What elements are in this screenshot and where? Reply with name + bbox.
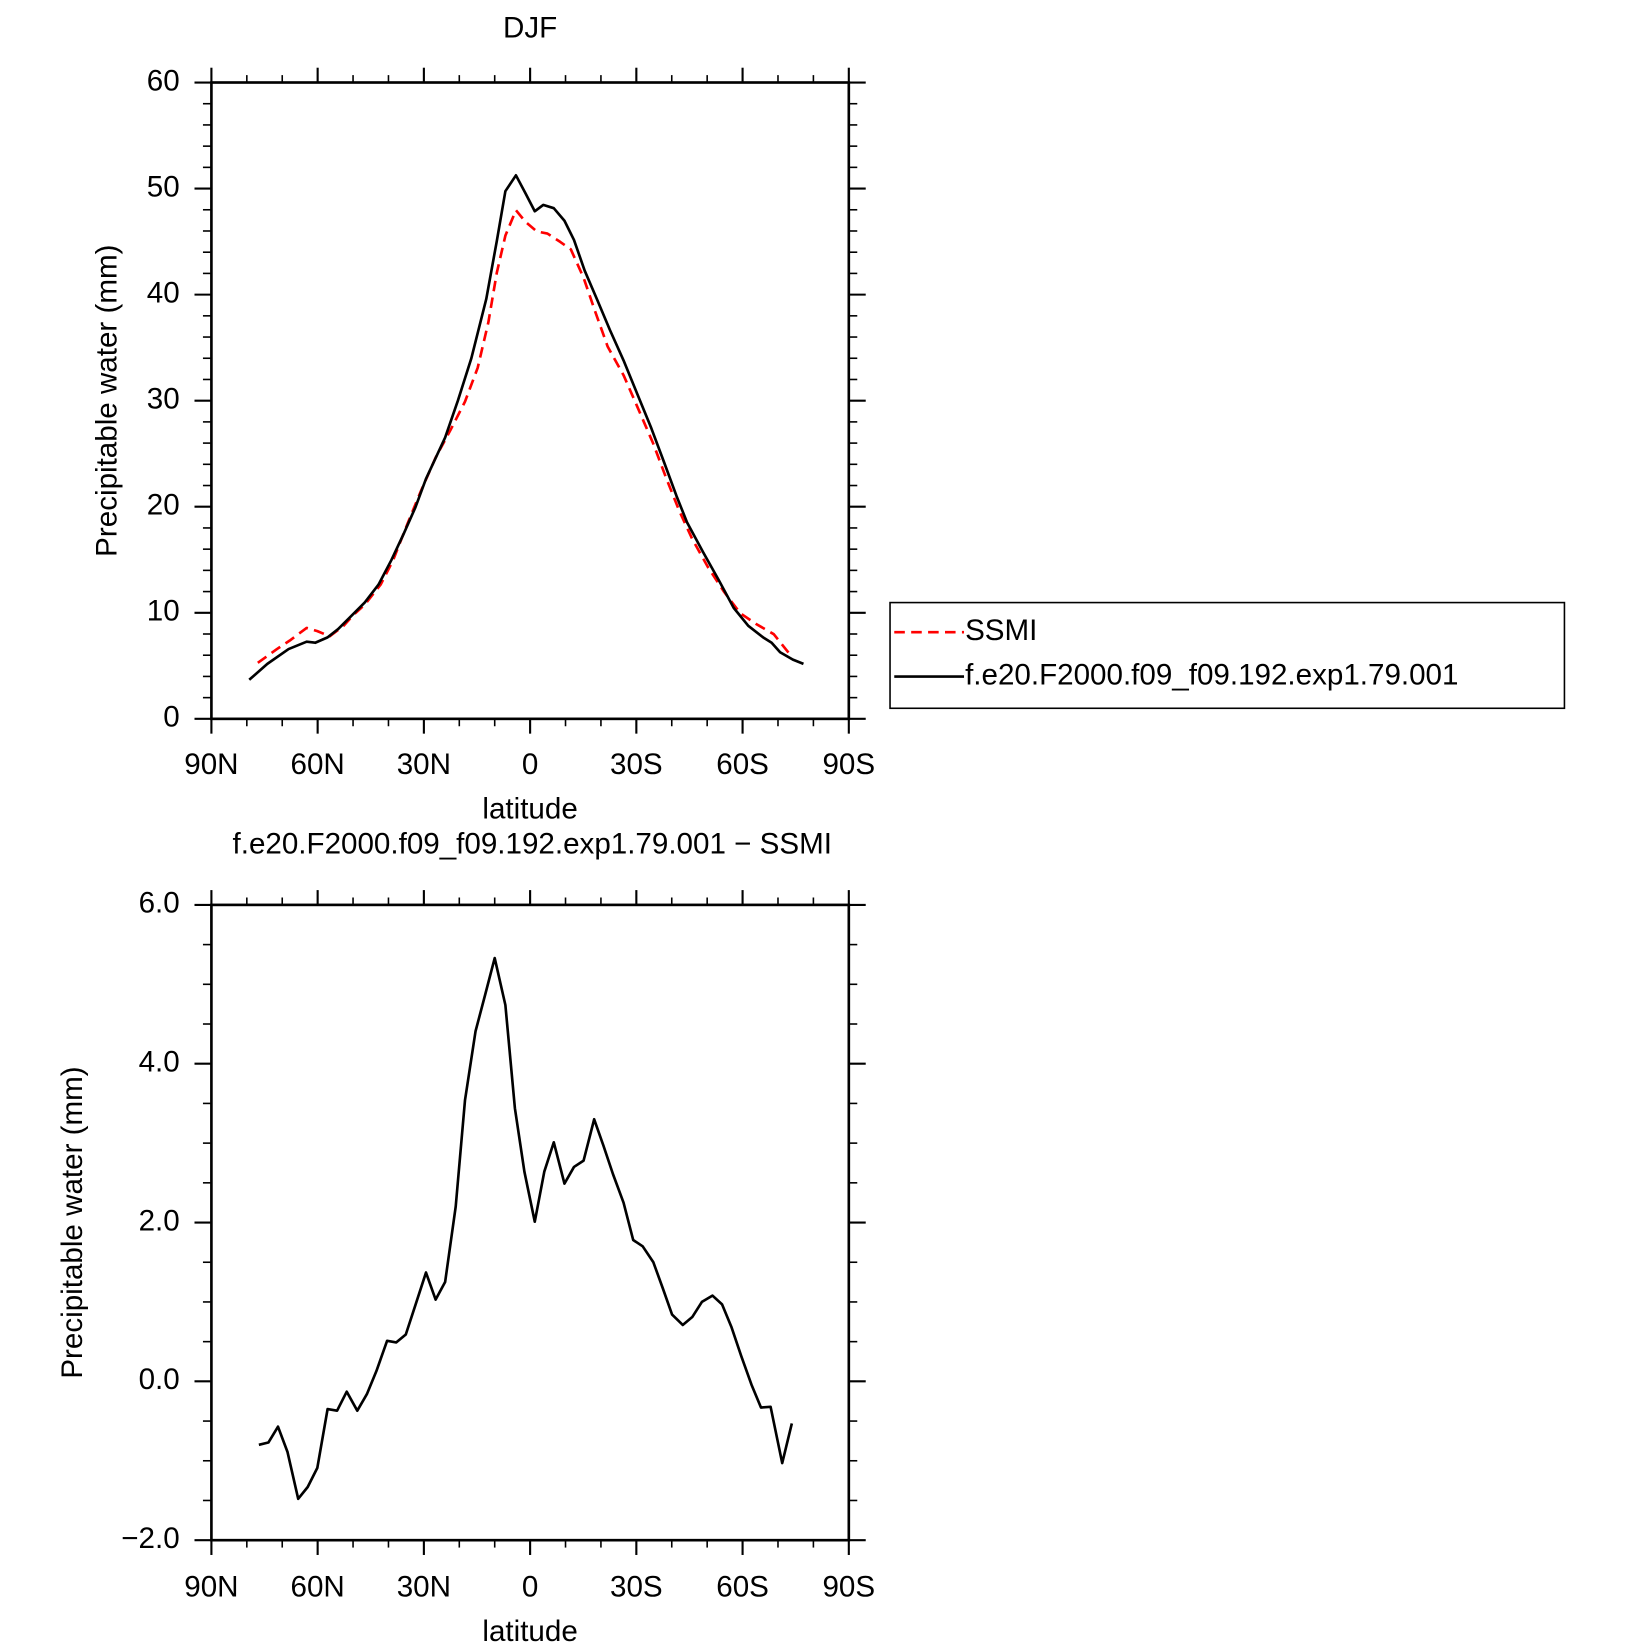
x-tick-label: 90S xyxy=(822,748,875,781)
x-tick-label: 60N xyxy=(291,748,345,781)
legend-label: f.e20.F2000.f09_f09.192.exp1.79.001 xyxy=(965,658,1458,691)
x-tick-label: 60S xyxy=(716,1571,769,1604)
x-tick-label: 30N xyxy=(397,748,451,781)
x-tick-label: 30S xyxy=(610,748,663,781)
y-tick-label: 0.0 xyxy=(139,1363,180,1396)
x-tick-label: 30S xyxy=(610,1571,663,1604)
legend-label: SSMI xyxy=(965,614,1037,647)
x-tick-label: 30N xyxy=(397,1571,451,1604)
plot-frame xyxy=(210,903,851,1542)
y-tick-label: 50 xyxy=(147,170,180,203)
x-tick-label: 90S xyxy=(822,1571,875,1604)
legend-box xyxy=(889,601,1566,710)
y-axis-label: Precipitable water (mm) xyxy=(91,245,124,557)
y-axis-label: Precipitable water (mm) xyxy=(56,1066,89,1378)
chart-title: f.e20.F2000.f09_f09.192.exp1.79.001 − SS… xyxy=(233,828,832,861)
x-axis-label: latitude xyxy=(482,1615,577,1647)
x-tick-label: 90N xyxy=(184,748,238,781)
y-tick-label: 0 xyxy=(163,701,179,734)
x-tick-label: 90N xyxy=(184,1571,238,1604)
data-line xyxy=(248,173,804,681)
x-tick-label: 0 xyxy=(522,1571,538,1604)
x-axis-label: latitude xyxy=(482,793,577,826)
x-tick-label: 60N xyxy=(291,1571,345,1604)
y-tick-label: 60 xyxy=(147,64,180,97)
y-tick-label: 10 xyxy=(147,595,180,628)
y-tick-label: 40 xyxy=(147,276,180,309)
y-tick-label: −2.0 xyxy=(121,1522,179,1555)
y-tick-label: 30 xyxy=(147,382,180,415)
y-tick-label: 6.0 xyxy=(139,887,180,920)
data-line xyxy=(257,208,792,664)
y-tick-label: 20 xyxy=(147,489,180,522)
chart-title: DJF xyxy=(503,11,557,44)
x-tick-label: 60S xyxy=(716,748,769,781)
x-tick-label: 0 xyxy=(522,748,538,781)
y-tick-label: 2.0 xyxy=(139,1204,180,1237)
y-tick-label: 4.0 xyxy=(139,1046,180,1079)
data-line xyxy=(258,956,794,1501)
plot-frame xyxy=(210,81,851,721)
